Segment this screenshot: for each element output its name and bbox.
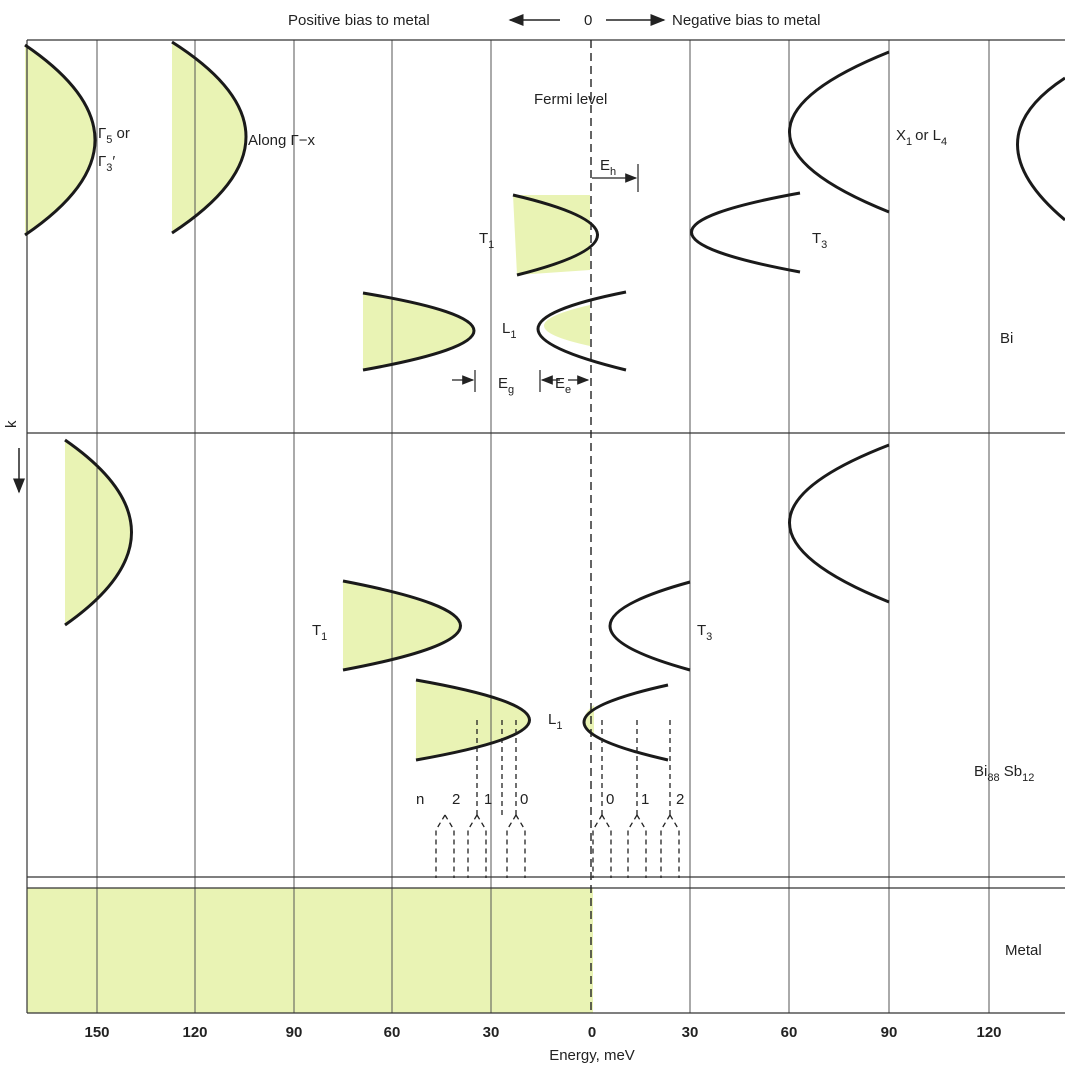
l1-conduction-fill <box>544 305 590 346</box>
tick-label: 120 <box>182 1024 207 1041</box>
gamma5-label-line2: Γ3′ <box>98 153 115 174</box>
landau-left-0: 0 <box>520 791 528 808</box>
grid-lines <box>96 40 990 1013</box>
gamma-mid-curve <box>64 438 133 627</box>
l1-mid-label: L1 <box>548 711 562 732</box>
band-fills <box>25 42 594 1013</box>
l1-conduction-curve <box>536 290 627 372</box>
l1-valence-curve <box>362 291 476 372</box>
t3-mid-curve <box>608 580 691 672</box>
bi88sb12-label: Bi88 Sb12 <box>974 763 1034 784</box>
panel-frames <box>26 39 1065 1014</box>
metal-fill <box>27 888 593 1013</box>
tick-label: 30 <box>682 1024 699 1041</box>
t1-top-label: T1 <box>479 230 494 251</box>
along-gamma-x-label: Along Γ−x <box>248 132 316 149</box>
l1-top-label: L1 <box>502 320 516 341</box>
x1-l4-curve <box>788 50 890 214</box>
landau-right-1: 1 <box>641 791 649 808</box>
tick-label: 90 <box>881 1024 898 1041</box>
landau-forks <box>435 814 680 878</box>
positive-bias-label: Positive bias to metal <box>288 12 430 29</box>
metal-label: Metal <box>1005 942 1042 959</box>
negative-bias-label: Negative bias to metal <box>672 12 820 29</box>
x-axis-label: Energy, meV <box>549 1047 635 1064</box>
t3-top-label: T3 <box>812 230 827 251</box>
along-gx-curve <box>171 40 248 235</box>
tick-label: 60 <box>384 1024 401 1041</box>
landau-n-label: n <box>416 791 424 808</box>
t1-top-fill <box>513 195 590 275</box>
band-curves <box>24 40 1065 762</box>
t1-mid-curve <box>342 579 462 672</box>
tick-label: 90 <box>286 1024 303 1041</box>
t1-mid-label: T1 <box>312 622 327 643</box>
right-edge-curve <box>1016 76 1065 222</box>
landau-left-2: 2 <box>452 791 460 808</box>
fermi-level-label: Fermi level <box>534 91 607 108</box>
t1-top-curve <box>512 193 599 277</box>
t3-mid-label: T3 <box>697 622 712 643</box>
tick-label: 30 <box>483 1024 500 1041</box>
landau-right-0: 0 <box>606 791 614 808</box>
landau-markers <box>476 720 671 815</box>
gap-markers <box>452 164 639 392</box>
eh-label: Eh <box>600 157 616 178</box>
landau-left-1: 1 <box>484 791 492 808</box>
x1-mid-curve <box>788 443 890 604</box>
eg-label: Eg <box>498 375 514 396</box>
gamma5-curve <box>24 43 97 237</box>
x1-or-l4-label: X1 or L4 <box>896 127 947 148</box>
gamma5-label-line1: Γ5 or <box>98 125 130 146</box>
k-axis-label: k <box>3 420 20 428</box>
bi-material-label: Bi <box>1000 330 1013 347</box>
tick-label: 150 <box>84 1024 109 1041</box>
ee-label: Ee <box>555 375 571 396</box>
zero-label: 0 <box>584 12 592 29</box>
x-tick-labels: 150 120 90 60 30 0 30 60 90 120 <box>84 1024 1001 1041</box>
l1-mid-valence-curve <box>415 678 531 762</box>
landau-right-2: 2 <box>676 791 684 808</box>
l1-mid-conduction-curve <box>582 683 669 762</box>
tick-label: 60 <box>781 1024 798 1041</box>
tick-label: 0 <box>588 1024 596 1041</box>
tick-label: 120 <box>976 1024 1001 1041</box>
t3-top-curve <box>690 191 801 274</box>
